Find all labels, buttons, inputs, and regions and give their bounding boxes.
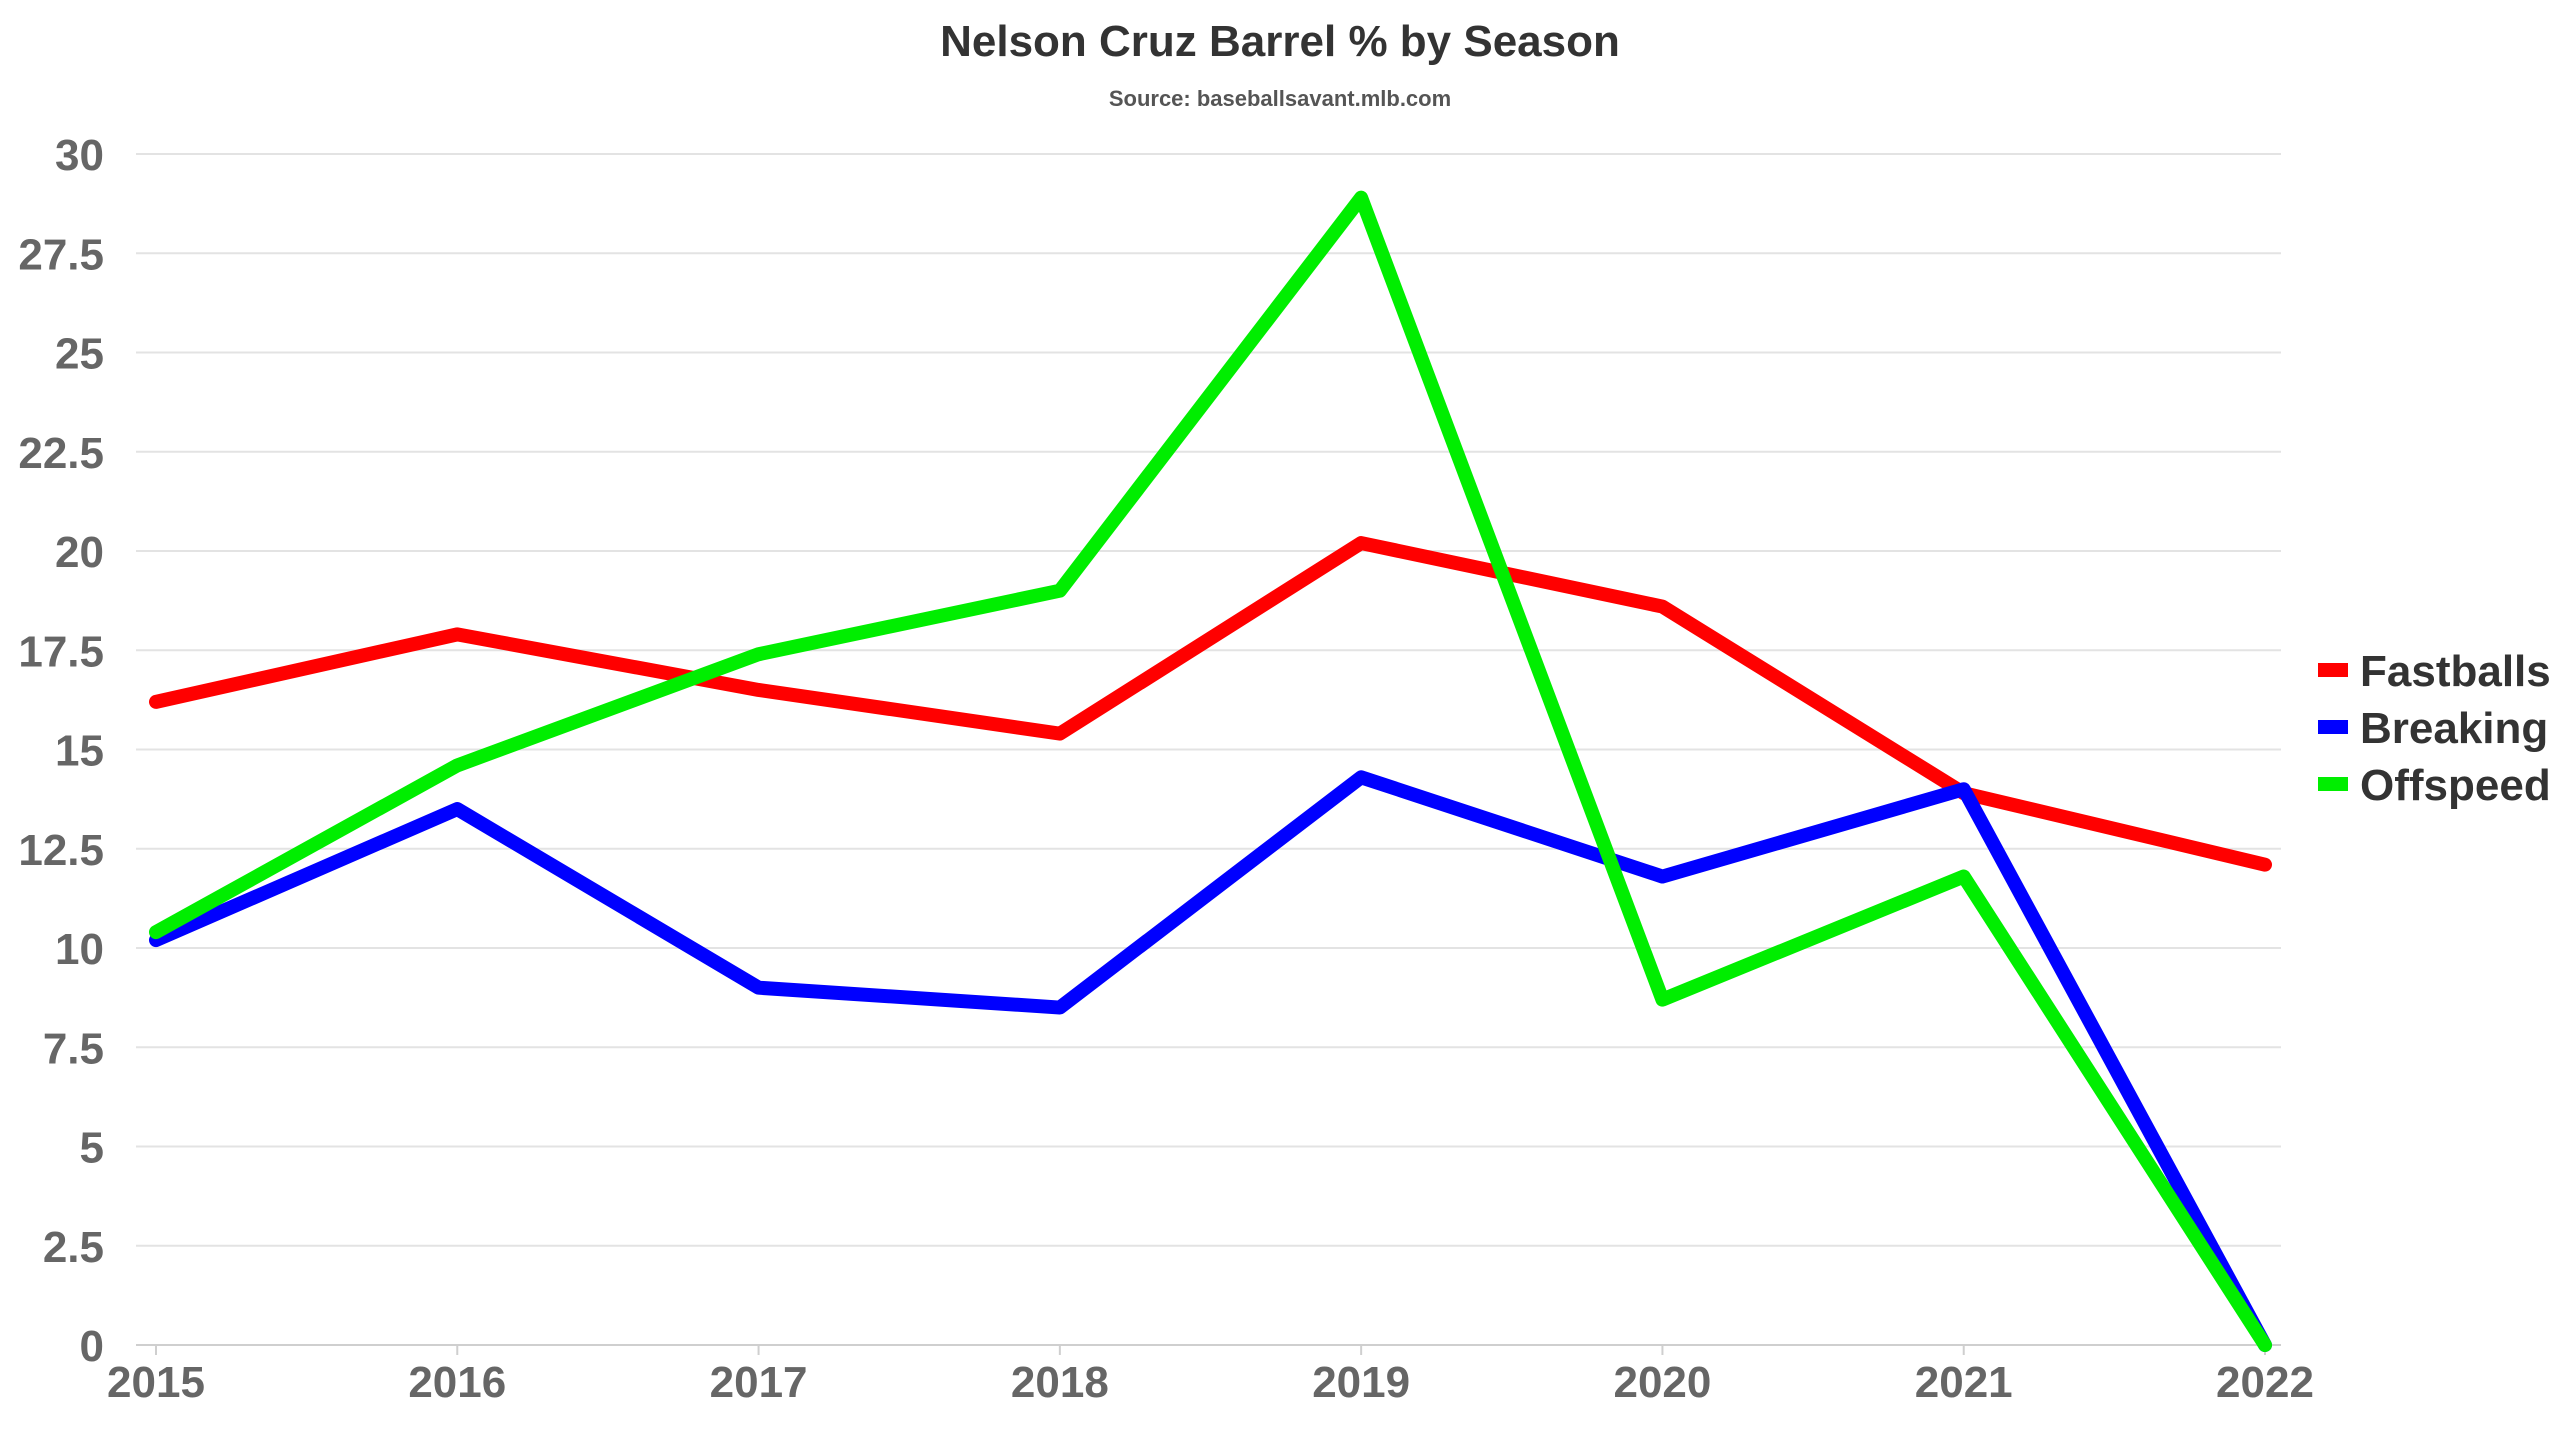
y-tick-label: 2.5 [43, 1223, 104, 1272]
series-line-offspeed [149, 190, 2272, 1352]
x-tick-label: 2021 [1915, 1358, 2013, 1407]
y-tick-label: 0 [80, 1322, 104, 1371]
y-tick-label: 25 [55, 330, 104, 379]
x-tick-label: 2020 [1613, 1358, 1711, 1407]
y-tick-label: 15 [55, 727, 104, 776]
y-tick-label: 12.5 [18, 826, 104, 875]
y-tick-label: 10 [55, 925, 104, 974]
chart-subtitle: Source: baseballsavant.mlb.com [1109, 86, 1451, 111]
x-tick-label: 2019 [1312, 1358, 1410, 1407]
y-tick-label: 20 [55, 528, 104, 577]
legend-swatch-breaking [2318, 720, 2348, 734]
legend-swatch-offspeed [2318, 777, 2348, 791]
series-lines [149, 190, 2272, 1352]
legend: Fastballs Breaking Offspeed [2318, 647, 2551, 810]
y-tick-label: 17.5 [18, 627, 104, 676]
axes: 0 2.5 5 7.5 10 12.5 15 17.5 20 22.5 25 27.5 30 2015 20… [18, 131, 2314, 1407]
y-tick-label: 5 [80, 1124, 104, 1173]
x-tick-label: 2018 [1011, 1358, 1109, 1407]
y-tick-label: 22.5 [18, 429, 104, 478]
x-tick-label: 2022 [2216, 1358, 2314, 1407]
legend-label-offspeed: Offspeed [2360, 761, 2551, 810]
y-tick-label: 7.5 [43, 1024, 104, 1073]
chart-title: Nelson Cruz Barrel % by Season [940, 17, 1620, 66]
y-tick-label: 30 [55, 131, 104, 180]
y-tick-label: 27.5 [18, 230, 104, 279]
series-line-fastballs [149, 536, 2272, 872]
grid [136, 153, 2281, 1247]
legend-swatch-fastballs [2318, 663, 2348, 677]
x-tick-label: 2015 [107, 1358, 205, 1407]
legend-label-breaking: Breaking [2360, 704, 2548, 753]
legend-label-fastballs: Fastballs [2360, 647, 2551, 696]
x-tick-label: 2017 [710, 1358, 808, 1407]
series-line-breaking [149, 770, 2272, 1352]
x-tick-label: 2016 [408, 1358, 506, 1407]
